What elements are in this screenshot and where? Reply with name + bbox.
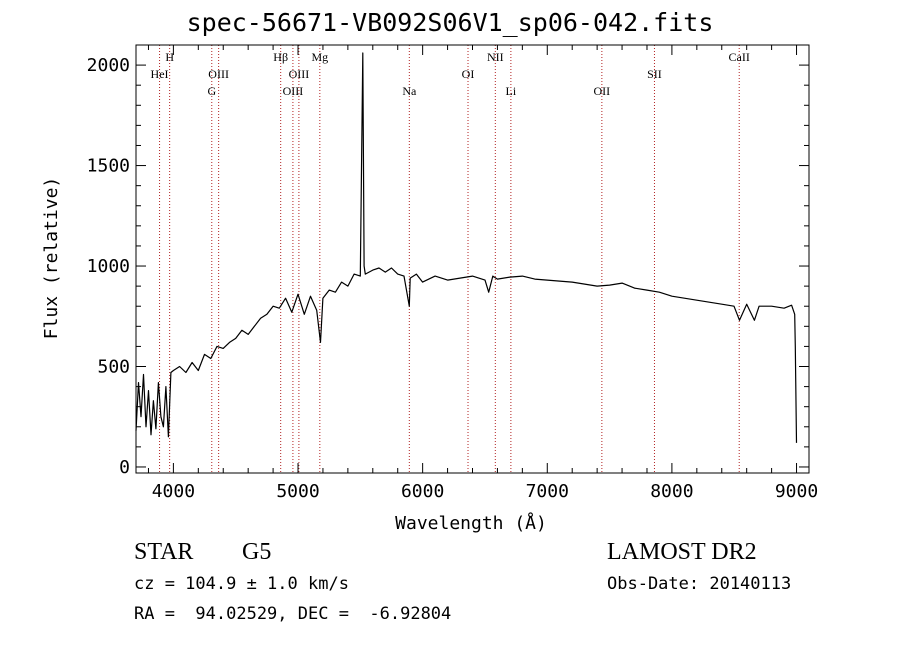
y-tick-label: 1000	[87, 256, 130, 277]
x-tick-label: 6000	[401, 481, 444, 502]
axis-tick-group: 4000 5000 6000 7000 8000 9000 0 500 1000 1500 2000	[87, 45, 818, 502]
line-marker-label: H	[165, 50, 174, 64]
line-marker-label: CaII	[729, 50, 750, 64]
line-marker-label: Li	[506, 84, 517, 98]
y-axis-label: Flux (relative)	[41, 177, 62, 340]
line-marker-label: G	[207, 84, 216, 98]
line-marker-label: Hβ	[273, 50, 288, 64]
line-marker-label: Mg	[311, 50, 328, 64]
line-marker-label: SII	[647, 67, 662, 81]
plot-frame	[135, 44, 810, 474]
line-marker-label: NII	[487, 50, 504, 64]
y-tick-label: 500	[97, 357, 130, 378]
spectrum-series-group	[135, 52, 798, 443]
line-marker-label: OII	[594, 84, 611, 98]
coordinates: RA = 94.02529, DEC = -6.92804	[134, 604, 452, 624]
y-tick-label: 2000	[87, 55, 130, 76]
spectrum-line	[135, 52, 798, 443]
y-tick-label: 1500	[87, 156, 130, 177]
x-tick-label: 7000	[526, 481, 569, 502]
object-class: STAR	[134, 539, 194, 565]
object-subclass: G5	[242, 539, 272, 565]
line-marker-label: OI	[462, 67, 475, 81]
line-marker-label: OIII	[289, 67, 310, 81]
line-marker-label: OIII	[208, 67, 229, 81]
survey-name: LAMOST DR2	[607, 539, 757, 565]
y-tick-label: 0	[119, 457, 130, 478]
line-marker-label: Na	[402, 84, 417, 98]
x-tick-label: 9000	[775, 481, 818, 502]
x-axis-label: Wavelength (Å)	[395, 512, 547, 534]
line-marker-label: OIII	[283, 84, 304, 98]
chart-title: spec-56671-VB092S06V1_sp06-042.fits	[186, 8, 714, 37]
obs-date: Obs-Date: 20140113	[607, 574, 792, 594]
line-marker-label: HeI	[151, 67, 169, 81]
x-tick-label: 5000	[276, 481, 319, 502]
x-tick-label: 4000	[152, 481, 195, 502]
x-tick-label: 8000	[650, 481, 693, 502]
redshift-text: cz = 104.9 ± 1.0 km/s	[134, 574, 349, 594]
